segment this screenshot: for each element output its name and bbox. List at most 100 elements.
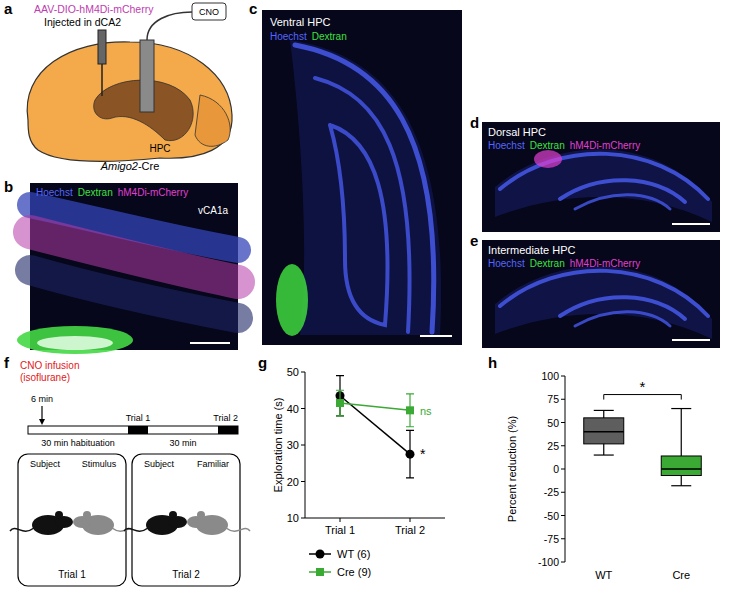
trial-block bbox=[218, 426, 238, 434]
mouse-line-gene: Amigo2 bbox=[100, 160, 138, 172]
panel-label: g bbox=[258, 354, 267, 371]
panel-b: HoechstDextranhM4Di-mCherryvCA1a bbox=[17, 183, 238, 354]
x-tick-label: Trial 2 bbox=[395, 524, 425, 536]
region-label: HPC bbox=[149, 143, 170, 154]
y-tick bbox=[301, 518, 305, 519]
tissue-layer bbox=[560, 297, 685, 319]
infusion-label: (isoflurane) bbox=[20, 372, 70, 383]
panel-a: AAV-DIO-hM4Di-mCherryInjected in dCA2HPC… bbox=[27, 3, 232, 172]
mcherry-signal bbox=[534, 150, 562, 168]
y-tick bbox=[301, 372, 305, 373]
micrograph-background bbox=[482, 240, 720, 348]
panel-label: c bbox=[249, 0, 257, 17]
data-point bbox=[336, 399, 344, 407]
tissue-layer bbox=[575, 195, 670, 209]
animal-label: Familiar bbox=[197, 459, 229, 469]
trial-block bbox=[128, 426, 148, 434]
panel-label: d bbox=[470, 114, 479, 131]
drug-box bbox=[192, 3, 226, 20]
tissue bbox=[290, 40, 441, 335]
panel-label: e bbox=[470, 232, 478, 249]
tubing bbox=[147, 12, 192, 40]
x-tick-label: Cre bbox=[672, 569, 690, 581]
micrograph-background bbox=[262, 10, 462, 345]
mouse-tail bbox=[226, 528, 250, 531]
brain-schematic bbox=[27, 42, 232, 161]
y-tick bbox=[301, 445, 305, 446]
y-tick-label: -75 bbox=[544, 533, 559, 545]
significance-bracket bbox=[604, 395, 682, 400]
legend-label: Cre (9) bbox=[337, 566, 371, 578]
tissue-layer bbox=[330, 125, 388, 325]
region-label: vCA1a bbox=[198, 205, 228, 216]
tissue-layer bbox=[500, 154, 708, 199]
y-tick bbox=[561, 469, 565, 470]
animal-label: Subject bbox=[144, 459, 175, 469]
significance-label: * bbox=[420, 446, 426, 462]
figure: AAV-DIO-hM4Di-mCherryInjected in dCA2HPC… bbox=[0, 0, 730, 593]
y-tick bbox=[301, 408, 305, 409]
tissue-layer bbox=[500, 271, 708, 316]
mouse-line-label: Amigo2-Cre bbox=[100, 160, 160, 172]
x-tick-label: WT bbox=[595, 569, 612, 581]
y-tick-label: -100 bbox=[538, 556, 559, 568]
mouse-ear bbox=[197, 511, 205, 519]
y-tick bbox=[561, 492, 565, 493]
y-tick-label: 40 bbox=[287, 403, 299, 415]
legend-marker bbox=[316, 568, 324, 576]
y-axis-label: Percent reduction (%) bbox=[506, 416, 518, 522]
panel-label: h bbox=[488, 354, 497, 371]
micrograph-background bbox=[482, 122, 720, 232]
trial-box bbox=[132, 454, 240, 586]
x-tick-label: Trial 1 bbox=[325, 524, 355, 536]
dextran-signal bbox=[276, 264, 308, 336]
mouse-icon bbox=[124, 511, 187, 535]
data-point bbox=[406, 450, 415, 459]
dextran-core bbox=[37, 336, 113, 350]
stain-legend: Hoechst bbox=[488, 140, 525, 151]
plot-data bbox=[584, 409, 702, 486]
scale-bar bbox=[672, 339, 710, 341]
stain-legend: Hoechst bbox=[488, 258, 525, 269]
stain-legend: Hoechst bbox=[270, 31, 307, 42]
chart-g: 1020304050Trial 1Trial 2Exploration time… bbox=[272, 366, 445, 578]
whisker-cap bbox=[671, 485, 691, 486]
chart-h: -100-75-50-250255075100WTCrePercent redu… bbox=[506, 370, 701, 581]
y-tick-label: 50 bbox=[547, 417, 559, 429]
y-tick-label: 25 bbox=[547, 440, 559, 452]
infusion-label: CNO infusion bbox=[20, 360, 79, 371]
trial-label: Trial 2 bbox=[172, 569, 200, 580]
tissue-layer bbox=[30, 270, 238, 318]
mouse-ear bbox=[55, 511, 63, 519]
y-tick bbox=[561, 422, 565, 423]
data-point bbox=[406, 406, 414, 414]
cannula bbox=[140, 40, 154, 112]
x-tick bbox=[410, 518, 411, 522]
tissue-layer bbox=[295, 45, 434, 332]
y-tick-label: 100 bbox=[541, 370, 559, 382]
panel-d: Dorsal HPCHoechstDextranhM4Di-mCherry bbox=[482, 122, 720, 232]
virus-label: AAV-DIO-hM4Di-mCherry bbox=[34, 3, 154, 15]
cerebellum bbox=[195, 95, 230, 146]
trial-box bbox=[18, 454, 126, 586]
x-axis bbox=[305, 518, 445, 519]
box bbox=[584, 418, 624, 444]
trial-label: Trial 2 bbox=[213, 413, 238, 423]
significance-label: ns bbox=[420, 405, 432, 417]
stain-legend: hM4Di-mCherry bbox=[570, 140, 641, 151]
error-bar bbox=[336, 376, 344, 416]
panel-e: Intermediate HPCHoechstDextranhM4Di-mChe… bbox=[482, 240, 720, 348]
whisker-cap bbox=[594, 454, 614, 455]
stain-legend: Dextran bbox=[78, 187, 113, 198]
median bbox=[584, 431, 624, 433]
panel-f: CNO infusion(isoflurane)6 minTrial 1Tria… bbox=[10, 360, 250, 586]
legend-label: WT (6) bbox=[337, 548, 370, 560]
whisker-cap bbox=[594, 410, 614, 411]
scale-bar bbox=[420, 335, 452, 337]
drug-label: CNO bbox=[199, 7, 219, 17]
box bbox=[661, 456, 701, 476]
y-tick bbox=[561, 445, 565, 446]
dextran-signal bbox=[17, 326, 133, 354]
stain-legend: Dextran bbox=[530, 258, 565, 269]
y-tick bbox=[561, 538, 565, 539]
